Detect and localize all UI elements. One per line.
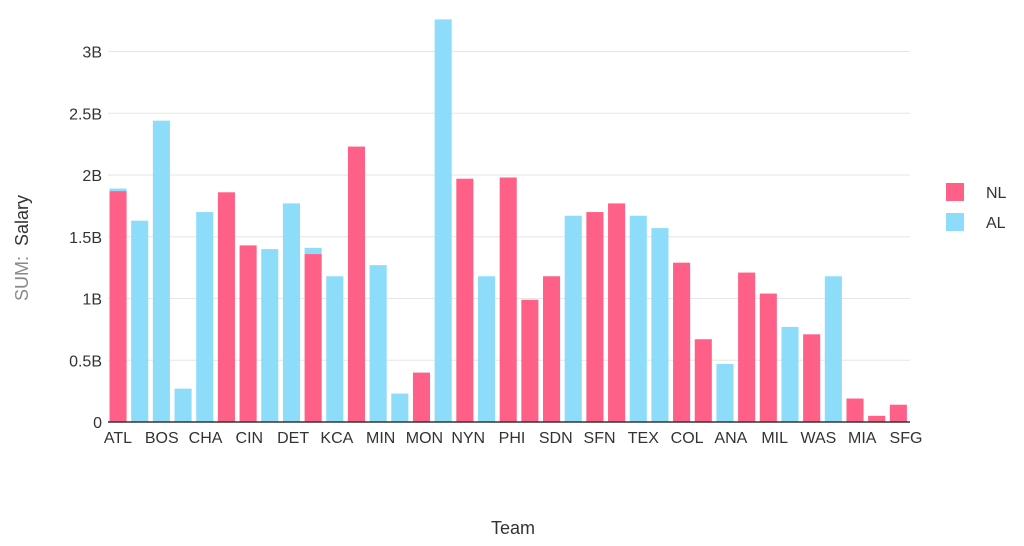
legend-label-nl[interactable]: NL bbox=[986, 185, 1007, 202]
bar-nl[interactable] bbox=[543, 276, 561, 422]
bar-al[interactable] bbox=[716, 363, 734, 422]
bar-nl[interactable] bbox=[889, 404, 907, 422]
x-axis-title: Team bbox=[491, 518, 535, 538]
y-axis-title-prefix: SUM: bbox=[12, 256, 32, 301]
legend-label-al[interactable]: AL bbox=[986, 215, 1006, 232]
bar-al[interactable] bbox=[196, 212, 214, 422]
bar-nl[interactable] bbox=[412, 372, 431, 422]
bar-al[interactable] bbox=[369, 265, 387, 422]
bar-nl[interactable] bbox=[673, 262, 691, 422]
bar-al[interactable] bbox=[434, 19, 452, 422]
y-tick-label: 3B bbox=[82, 45, 102, 62]
bar-nl[interactable] bbox=[868, 415, 886, 422]
y-axis-title: SUM: Salary bbox=[12, 195, 32, 301]
bar-al-overlay[interactable] bbox=[109, 188, 127, 192]
x-tick-label: SDN bbox=[539, 430, 573, 447]
bar-nl[interactable] bbox=[586, 212, 604, 422]
x-tick-label: MON bbox=[406, 430, 443, 447]
bar-al[interactable] bbox=[564, 215, 582, 422]
bar-al[interactable] bbox=[261, 249, 279, 422]
bar-nl[interactable] bbox=[347, 146, 366, 422]
bar-al[interactable] bbox=[629, 215, 647, 422]
x-tick-label: MIA bbox=[848, 430, 877, 447]
bar-nl[interactable] bbox=[499, 177, 517, 422]
bars-group bbox=[109, 19, 907, 422]
x-tick-label: SFN bbox=[584, 430, 616, 447]
x-tick-label: BOS bbox=[145, 430, 179, 447]
x-tick-label: MIN bbox=[366, 430, 395, 447]
bar-nl[interactable] bbox=[738, 272, 756, 422]
bar-nl[interactable] bbox=[521, 299, 539, 422]
bar-al[interactable] bbox=[651, 228, 669, 422]
x-tick-label: PHI bbox=[499, 430, 526, 447]
x-axis-ticks: ATL BOS CHA CIN DET KCA MIN MON NYN PHI SDN SFN TEX C… bbox=[104, 430, 923, 447]
bar-nl[interactable] bbox=[846, 398, 864, 422]
bar-al[interactable] bbox=[477, 276, 496, 422]
bar-nl[interactable] bbox=[109, 191, 127, 422]
x-tick-label: KCA bbox=[320, 430, 353, 447]
bar-al[interactable] bbox=[824, 276, 842, 422]
y-axis-ticks: 0 0.5B 1B 1.5B 2B 2.5B 3B bbox=[69, 45, 102, 433]
bar-al[interactable] bbox=[174, 388, 192, 422]
x-tick-label: TEX bbox=[628, 430, 659, 447]
y-tick-label: 2B bbox=[82, 168, 102, 185]
bar-nl[interactable] bbox=[304, 254, 322, 422]
x-tick-label: COL bbox=[671, 430, 704, 447]
x-tick-label: CHA bbox=[189, 430, 223, 447]
bar-al[interactable] bbox=[282, 203, 300, 422]
legend-swatch-al[interactable] bbox=[946, 213, 964, 231]
bar-nl[interactable] bbox=[803, 334, 821, 422]
bar-nl[interactable] bbox=[456, 178, 474, 422]
x-tick-label: ANA bbox=[714, 430, 747, 447]
y-tick-label: 0 bbox=[93, 415, 102, 432]
x-tick-label: SFG bbox=[890, 430, 923, 447]
legend: NL AL bbox=[946, 183, 1007, 232]
y-tick-label: 2.5B bbox=[69, 106, 102, 123]
x-tick-label: WAS bbox=[801, 430, 837, 447]
bar-al[interactable] bbox=[131, 220, 149, 422]
bar-nl[interactable] bbox=[608, 203, 626, 422]
bar-nl[interactable] bbox=[694, 339, 712, 422]
x-tick-label: MIL bbox=[761, 430, 788, 447]
x-tick-label: ATL bbox=[104, 430, 132, 447]
bar-al[interactable] bbox=[391, 393, 409, 422]
bar-nl[interactable] bbox=[759, 293, 777, 422]
x-tick-label: CIN bbox=[236, 430, 264, 447]
y-tick-label: 1B bbox=[82, 292, 102, 309]
x-tick-label: DET bbox=[277, 430, 309, 447]
bar-al-overlay[interactable] bbox=[304, 247, 322, 255]
bar-al[interactable] bbox=[152, 120, 170, 422]
y-tick-label: 0.5B bbox=[69, 353, 102, 370]
x-tick-label: NYN bbox=[451, 430, 485, 447]
bar-nl[interactable] bbox=[217, 192, 235, 422]
y-axis-title-field: Salary bbox=[12, 195, 32, 246]
bar-nl[interactable] bbox=[239, 245, 257, 422]
bar-al[interactable] bbox=[326, 276, 344, 422]
legend-swatch-nl[interactable] bbox=[946, 183, 964, 201]
y-tick-label: 1.5B bbox=[69, 230, 102, 247]
bar-al[interactable] bbox=[781, 326, 799, 422]
